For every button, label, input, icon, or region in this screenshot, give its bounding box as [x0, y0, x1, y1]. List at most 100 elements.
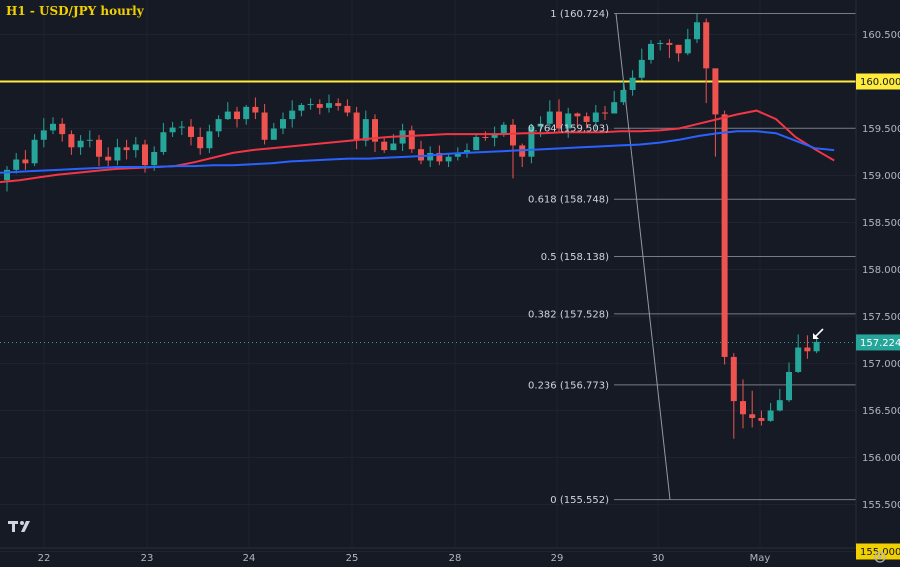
price-tick-label: 160.500: [862, 30, 900, 41]
candle-86: [795, 334, 802, 373]
candle-body-74: [684, 39, 691, 54]
candle-body-13: [123, 147, 130, 151]
candle-1: [13, 152, 20, 174]
level-160-badge-label: 160.000: [860, 77, 900, 88]
fib-label-0.618: 0.618 (158.748): [528, 195, 609, 206]
price-tick-label: 158.000: [862, 265, 900, 276]
moving-average-blue: [0, 130, 835, 174]
candle-body-84: [776, 400, 783, 411]
candle-body-63: [583, 116, 590, 122]
candle-body-9: [86, 139, 93, 141]
fibonacci-levels: [614, 12, 856, 501]
candle-38: [353, 106, 360, 150]
candle-68: [629, 70, 636, 96]
candle-body-18: [169, 127, 176, 133]
candle-50: [464, 143, 470, 158]
price-155-badge: [856, 543, 900, 560]
candle-27: [252, 97, 259, 120]
time-tick-label: 23: [141, 553, 154, 564]
candle-body-28: [261, 112, 268, 140]
price-tick-label: 159.500: [862, 124, 900, 135]
candle-19: [178, 120, 185, 136]
settings-ring: [874, 551, 886, 563]
candle-85: [786, 362, 792, 403]
candle-10: [96, 135, 102, 167]
candle-body-37: [344, 105, 351, 113]
price-tick-label: 159.000: [862, 171, 900, 182]
candle-60: [556, 99, 562, 133]
candle-83: [767, 402, 774, 422]
candle-body-33: [307, 104, 314, 106]
candle-body-75: [694, 22, 700, 40]
candle-36: [335, 98, 342, 111]
candle-62: [574, 112, 581, 128]
candle-32: [298, 103, 305, 117]
candle-34: [316, 99, 323, 115]
candle-body-24: [224, 111, 231, 120]
candle-body-77: [712, 68, 719, 115]
candle-body-52: [482, 136, 489, 138]
candle-17: [160, 122, 167, 155]
fib-label-0.764: 0.764 (159.503): [528, 124, 609, 135]
candle-body-67: [620, 89, 627, 103]
tradingview-logo[interactable]: [8, 521, 30, 532]
last-price-badge: [856, 334, 900, 351]
time-tick-label: 30: [652, 553, 665, 564]
candle-21: [197, 127, 204, 155]
candle-0: [4, 166, 10, 192]
candle-64: [592, 105, 599, 130]
candle-body-12: [114, 147, 121, 161]
candle-9: [86, 130, 93, 148]
candle-body-71: [657, 42, 664, 44]
candle-45: [418, 140, 424, 165]
candle-body-42: [390, 143, 397, 151]
candle-11: [105, 147, 112, 167]
candle-body-19: [178, 126, 185, 128]
candle-body-21: [197, 136, 204, 149]
candle-body-10: [96, 139, 102, 157]
candle-body-62: [574, 113, 581, 117]
candle-24: [224, 102, 231, 121]
candle-body-80: [740, 401, 746, 415]
candle-70: [648, 40, 654, 64]
candle-body-4: [40, 130, 47, 140]
candle-67: [620, 79, 627, 105]
candle-body-87: [804, 347, 811, 352]
candle-46: [427, 146, 434, 168]
candle-73: [675, 44, 682, 62]
candle-body-82: [758, 418, 765, 421]
time-tick-label: 29: [551, 553, 564, 564]
candle-body-58: [537, 123, 544, 127]
candle-body-59: [546, 111, 553, 124]
candle-7: [68, 130, 75, 155]
candle-body-7: [68, 134, 75, 148]
settings-icon[interactable]: [874, 551, 886, 563]
candle-body-11: [105, 156, 112, 161]
time-axis[interactable]: 22 23 24 25 28 29 30 May: [38, 553, 771, 564]
candle-body-70: [648, 43, 654, 60]
candle-29: [270, 122, 277, 140]
candle-body-22: [206, 131, 213, 149]
candle-body-55: [510, 124, 516, 146]
candle-51: [473, 133, 480, 151]
candle-55: [510, 119, 516, 179]
candle-body-54: [500, 124, 507, 134]
candle-body-17: [160, 132, 167, 152]
candle-body-16: [151, 152, 158, 166]
candle-26: [243, 105, 250, 125]
candle-body-60: [556, 111, 562, 129]
candle-body-1: [13, 159, 20, 170]
candle-body-5: [50, 123, 56, 131]
candle-77: [712, 68, 719, 157]
candle-body-76: [703, 22, 710, 69]
time-tick-label: 28: [449, 553, 462, 564]
fib-label-0: 0 (155.552): [550, 495, 609, 506]
candle-48: [445, 152, 452, 168]
candle-body-41: [381, 141, 388, 151]
logo-stem: [12, 521, 15, 532]
candle-52: [482, 131, 489, 141]
candle-body-85: [786, 371, 792, 401]
candle-body-64: [592, 112, 599, 122]
candle-body-38: [353, 112, 360, 141]
